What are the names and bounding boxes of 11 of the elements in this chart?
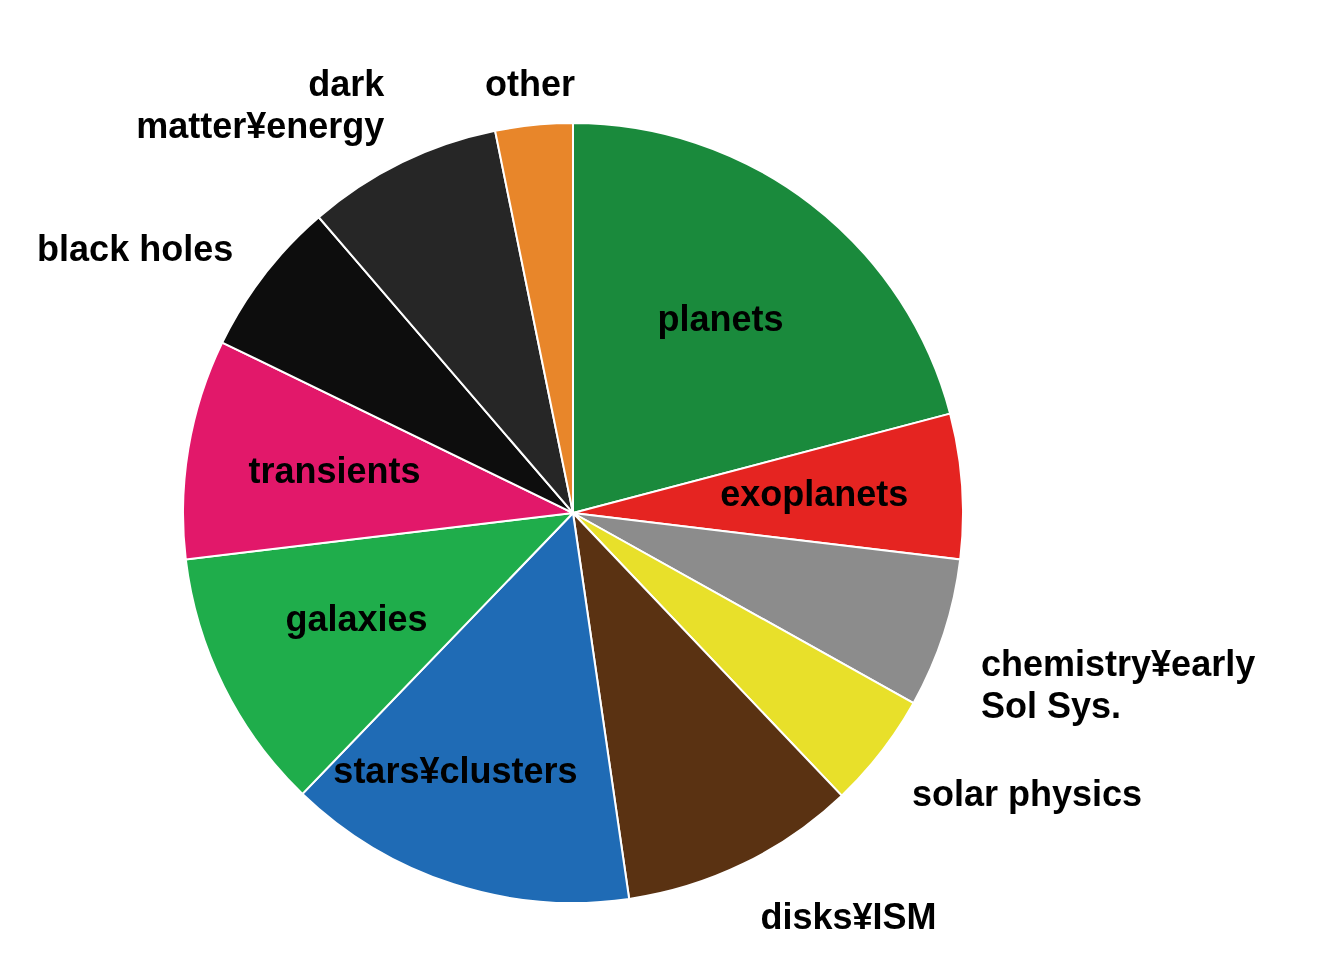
slice-label: solar physics — [911, 772, 1143, 814]
slice-label: exoplanets — [720, 472, 909, 514]
slice-label: other — [484, 62, 575, 104]
slice-label: dark matter¥energy — [136, 62, 386, 146]
slice-label: chemistry¥early Sol Sys. — [981, 642, 1256, 726]
slice-label: planets — [657, 297, 784, 339]
slice-label: disks¥ISM — [760, 895, 937, 937]
slice-label: galaxies — [285, 597, 428, 639]
slice-label: black holes — [37, 227, 234, 269]
slice-label: transients — [248, 449, 421, 491]
slice-label: stars¥clusters — [333, 749, 578, 791]
